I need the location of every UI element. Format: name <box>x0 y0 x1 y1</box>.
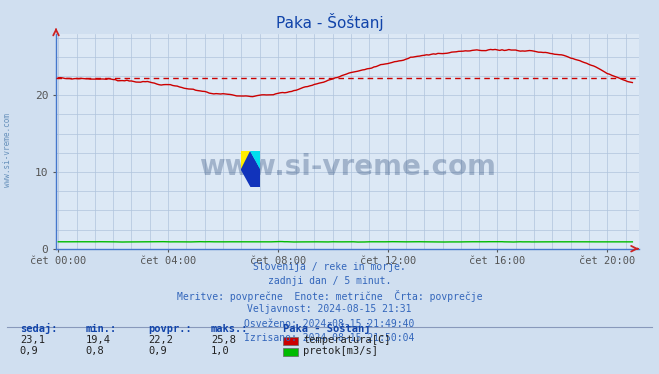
Text: sedaj:: sedaj: <box>20 323 57 334</box>
Text: Veljavnost: 2024-08-15 21:31: Veljavnost: 2024-08-15 21:31 <box>247 304 412 315</box>
Text: zadnji dan / 5 minut.: zadnji dan / 5 minut. <box>268 276 391 286</box>
Text: Izrisano: 2024-08-15 21:50:04: Izrisano: 2024-08-15 21:50:04 <box>244 333 415 343</box>
Text: maks.:: maks.: <box>211 324 248 334</box>
Text: min.:: min.: <box>86 324 117 334</box>
Polygon shape <box>241 151 260 187</box>
Text: temperatura[C]: temperatura[C] <box>303 335 391 345</box>
Text: pretok[m3/s]: pretok[m3/s] <box>303 346 378 356</box>
Text: Osveženo: 2024-08-15 21:49:40: Osveženo: 2024-08-15 21:49:40 <box>244 319 415 329</box>
Polygon shape <box>250 151 260 169</box>
Text: www.si-vreme.com: www.si-vreme.com <box>199 153 496 181</box>
Text: 19,4: 19,4 <box>86 335 111 345</box>
Text: Slovenija / reke in morje.: Slovenija / reke in morje. <box>253 262 406 272</box>
Text: povpr.:: povpr.: <box>148 324 192 334</box>
Text: 0,9: 0,9 <box>148 346 167 356</box>
Text: Meritve: povprečne  Enote: metrične  Črta: povprečje: Meritve: povprečne Enote: metrične Črta:… <box>177 290 482 302</box>
Text: 1,0: 1,0 <box>211 346 229 356</box>
Text: 22,2: 22,2 <box>148 335 173 345</box>
Text: Paka - Šoštanj: Paka - Šoštanj <box>283 322 371 334</box>
Text: 0,8: 0,8 <box>86 346 104 356</box>
Polygon shape <box>241 151 250 169</box>
Text: 25,8: 25,8 <box>211 335 236 345</box>
Text: 23,1: 23,1 <box>20 335 45 345</box>
Text: Paka - Šoštanj: Paka - Šoštanj <box>275 13 384 31</box>
Text: www.si-vreme.com: www.si-vreme.com <box>3 113 13 187</box>
Text: 0,9: 0,9 <box>20 346 38 356</box>
